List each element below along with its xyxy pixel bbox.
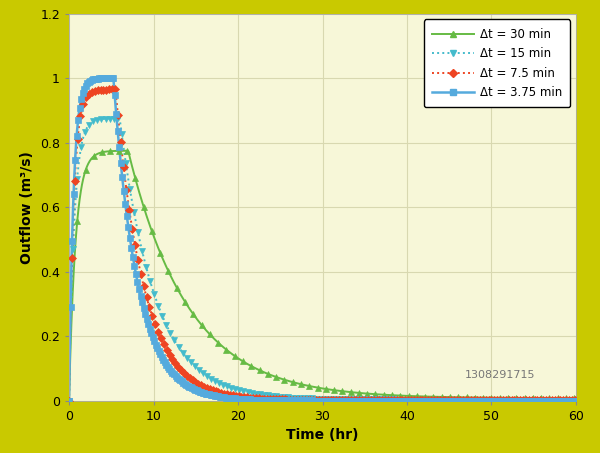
Legend: Δt = 30 min, Δt = 15 min, Δt = 7.5 min, Δt = 3.75 min: Δt = 30 min, Δt = 15 min, Δt = 7.5 min, … <box>424 19 570 107</box>
Text: 1308291715: 1308291715 <box>465 370 535 380</box>
X-axis label: Time (hr): Time (hr) <box>286 429 359 443</box>
Y-axis label: Outflow (m³/s): Outflow (m³/s) <box>20 151 34 264</box>
